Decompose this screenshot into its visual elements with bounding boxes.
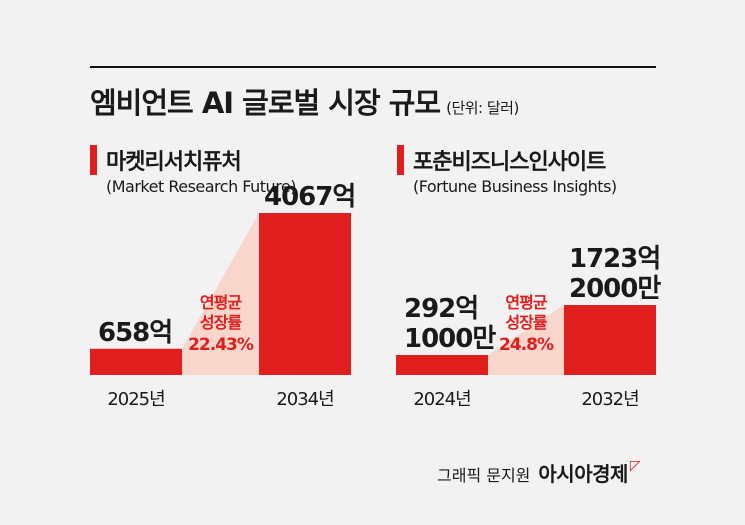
credit-text: 그래픽 문지원 [437,466,531,485]
category-label-left-end: 2034년 [276,389,333,410]
source-name-left: 마켓리서치퓨처 [106,150,242,175]
source-english-right: (Fortune Business Insights) [413,177,617,196]
category-label-right-end: 2032년 [581,389,638,410]
title-text: 엠비언트 AI 글로벌 시장 규모 [90,86,441,120]
brand-mark-icon: ◸ [629,458,641,474]
bar-left-start [90,348,182,375]
cagr-label-left: 성장률 [200,313,242,332]
cagr-value-right: 24.8% [499,335,554,355]
top-divider [90,66,656,68]
value-label-right-start: 292억 [404,294,478,324]
bar-left-end [259,213,351,375]
value-label-right-start: 1000만 [404,324,496,354]
growth-band-left [182,213,259,375]
page-title: 엠비언트 AI 글로벌 시장 규모 (단위: 달러) [90,80,519,122]
unit-label: (단위: 달러) [446,99,519,117]
cagr-value-left: 22.43% [188,335,254,355]
source-marker-left [90,145,97,175]
cagr-label-right: 성장률 [505,313,547,332]
source-english-left: (Market Research Future) [106,177,297,196]
bar-right-end [564,305,656,375]
category-label-left-start: 2025년 [107,389,164,410]
source-name-right: 포춘비즈니스인사이트 [413,150,606,175]
value-label-left-start: 658억 [98,318,172,348]
bar-right-start [396,355,488,375]
category-label-right-start: 2024년 [413,389,470,410]
cagr-label-right: 연평균 [505,293,547,312]
credit-footer: 그래픽 문지원 아시아경제 ◸ [437,458,641,487]
source-marker-right [397,145,404,175]
value-label-left-end: 4067억 [264,182,355,212]
cagr-label-left: 연평균 [200,293,242,312]
brand-logo: 아시아경제 [538,462,628,486]
value-label-right-end: 2000만 [569,274,661,304]
growth-band-right [488,305,564,375]
value-label-right-end: 1723억 [569,244,660,274]
